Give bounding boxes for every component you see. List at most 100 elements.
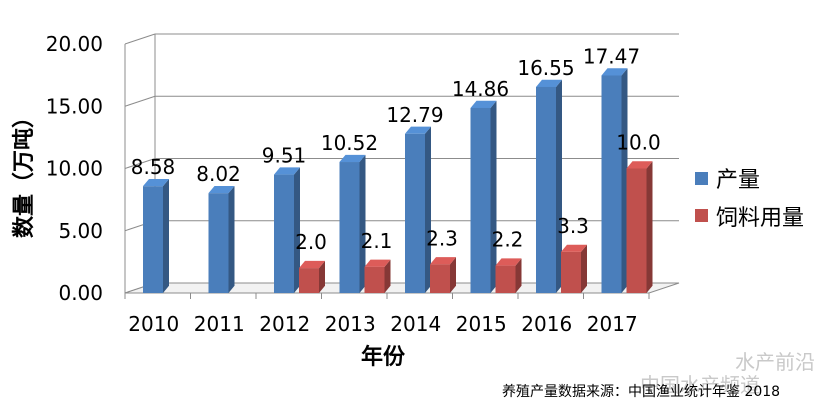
legend-label-production: 产量: [716, 168, 760, 193]
bar-production-front: [208, 193, 229, 293]
legend-label-feed: 饲料用量: [716, 206, 804, 231]
data-label-production: 12.79: [386, 103, 443, 127]
bar-feed: [495, 258, 522, 293]
watermark-line2: 中国水产频道: [640, 373, 760, 397]
bar-production-side: [425, 126, 431, 293]
bar-production-top: [536, 79, 562, 87]
bar-production-side: [294, 167, 300, 293]
data-label-production: 16.55: [517, 56, 574, 80]
bars: [143, 68, 653, 294]
data-label-production: 8.02: [196, 162, 241, 186]
bar-feed-side: [450, 257, 456, 293]
bar-production-side: [490, 100, 497, 293]
bar-production-front: [405, 133, 425, 293]
bar-production-front: [601, 75, 622, 293]
legend-swatch-production: [695, 172, 708, 185]
data-label-production: 10.52: [321, 131, 378, 155]
bar-feed-top: [364, 259, 391, 267]
bar-production-side: [359, 154, 366, 293]
bar-feed-front: [495, 265, 516, 293]
x-tick-label: 2013: [325, 312, 376, 336]
bar-feed: [561, 244, 587, 293]
source-note: 养殖产量数据来源：中国渔业统计年鉴 2018: [502, 383, 780, 400]
data-label-feed: 2.2: [492, 228, 524, 252]
data-label-production: 8.58: [131, 155, 176, 179]
y-tick-label: 5.00: [58, 219, 103, 243]
bar-production-top: [274, 167, 300, 175]
bar-production-side: [556, 79, 562, 293]
bar-feed-front: [430, 264, 450, 293]
data-label-feed: 3.3: [557, 214, 589, 238]
x-tick-label: 2017: [587, 312, 638, 336]
bar-production-top: [143, 178, 169, 187]
x-tick-label: 2015: [456, 312, 507, 336]
bar-feed-front: [299, 268, 319, 293]
bar-feed: [626, 161, 653, 293]
bar-production: [405, 126, 431, 293]
data-label-production: 9.51: [262, 144, 307, 168]
bar-feed: [430, 257, 456, 293]
data-label-production: 14.86: [452, 77, 509, 101]
bar-production-top: [339, 154, 366, 163]
x-tick-label: 2012: [259, 312, 310, 336]
bar-production: [274, 167, 300, 293]
bar-production-front: [274, 174, 294, 293]
watermark-line1: 水产前沿: [735, 350, 815, 374]
bar-production: [470, 100, 497, 293]
gridline-side: [124, 95, 156, 107]
bar-feed-top: [430, 257, 456, 265]
y-tick-label: 10.00: [46, 157, 103, 181]
y-tick-label: 15.00: [46, 94, 103, 118]
legend: 产量 饲料用量: [695, 168, 804, 231]
data-label-production: 17.47: [583, 44, 640, 68]
y-tick-label: 20.00: [46, 32, 103, 56]
bar-feed-top: [561, 244, 587, 252]
bar-feed-side: [646, 161, 653, 293]
bar-production-top: [470, 100, 497, 108]
x-tick-label: 2011: [194, 312, 245, 336]
bar-production: [536, 79, 562, 293]
bar-feed: [299, 260, 325, 293]
data-label-feed: 2.1: [361, 229, 393, 253]
data-label-feed: 10.0: [616, 131, 661, 155]
bar-production-front: [143, 186, 163, 293]
gridline-side: [124, 158, 156, 169]
bar-production-side: [228, 185, 235, 293]
y-tick-label: 0.00: [58, 281, 103, 305]
x-tick-label: 2014: [390, 312, 441, 336]
y-axis-title: 数量（万吨）: [11, 106, 37, 238]
data-labels: 8.58 8.02 9.51 2.0 10.52 2.1 12.79 2.3 14.86 2.2 1…: [131, 44, 661, 254]
x-tick-label: 2016: [521, 312, 572, 336]
bar-production-top: [208, 185, 235, 194]
bar-production-front: [339, 162, 360, 293]
tick-labels: 0.00 5.00 10.00 15.00 20.00 2010 2011 2012 2013 2…: [46, 32, 638, 336]
bar-feed-side: [581, 244, 587, 293]
data-label-feed: 2.0: [295, 230, 327, 254]
legend-swatch-feed: [695, 209, 708, 222]
floor: [124, 282, 680, 294]
gridline-side: [124, 33, 156, 45]
bar-production-side: [621, 68, 628, 294]
bar-feed: [364, 259, 391, 293]
bar-feed-side: [319, 260, 325, 293]
bar-production-side: [163, 178, 169, 293]
x-tick-label: 2010: [128, 312, 179, 336]
bar-feed-side: [384, 259, 391, 293]
bar-feed-front: [626, 168, 647, 293]
bar-feed-top: [495, 258, 522, 266]
bar-production: [143, 178, 169, 293]
data-label-feed: 2.3: [426, 226, 458, 250]
bar-feed-front: [561, 251, 581, 293]
bar-feed-top: [299, 260, 325, 269]
bar-production-front: [536, 86, 556, 293]
bar-production-front: [470, 107, 491, 293]
bar-production: [208, 185, 235, 293]
bar-feed-top: [626, 161, 653, 169]
bar-production: [601, 68, 628, 294]
x-axis-title: 年份: [361, 344, 406, 370]
bar-production-top: [405, 126, 431, 134]
bar-production: [339, 154, 366, 293]
bar-production-top: [601, 68, 628, 76]
